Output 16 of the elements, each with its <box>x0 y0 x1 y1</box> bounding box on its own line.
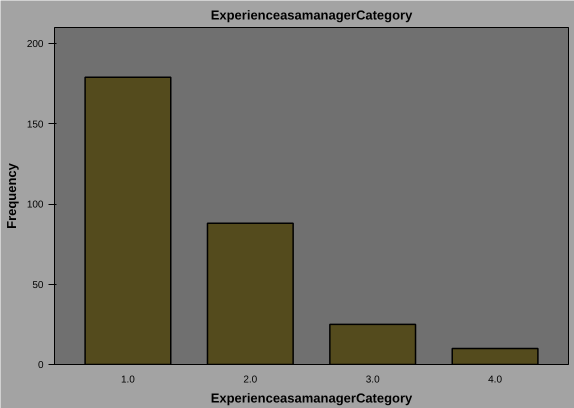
x-tick-label: 1.0 <box>120 374 136 386</box>
y-tick-label: 150 <box>26 119 44 130</box>
y-tick-label: 200 <box>26 39 44 50</box>
y-tick-label: 50 <box>32 280 44 291</box>
x-tick-label: 2.0 <box>243 374 258 386</box>
y-tick-label: 0 <box>38 360 44 371</box>
x-tick-label: 3.0 <box>366 374 380 386</box>
y-axis-title: Frequency <box>4 162 19 229</box>
x-tick-label: 4.0 <box>488 374 502 386</box>
y-tick-label: 100 <box>26 200 44 211</box>
bar <box>84 76 172 364</box>
bar <box>329 324 416 364</box>
chart-title: ExperienceasamanagerCategory <box>210 8 414 22</box>
bar <box>451 348 539 364</box>
bar <box>206 222 294 364</box>
x-axis-title: ExperienceasamanagerCategory <box>210 390 414 406</box>
